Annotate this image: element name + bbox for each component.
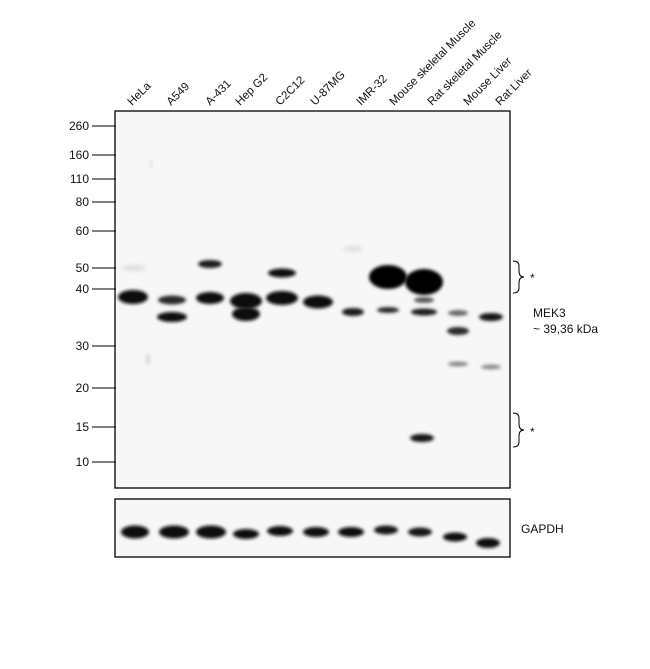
mw-60: 60 — [76, 224, 90, 238]
band-a431-40kda — [196, 292, 224, 304]
band-hela-40kda — [118, 290, 148, 304]
mw-markers: 260 160 110 80 60 50 40 30 20 15 10 — [69, 119, 116, 469]
faint-band — [145, 353, 151, 365]
band-mouse-liver-40kda — [447, 327, 469, 335]
band-rat-liver-low — [481, 364, 501, 370]
faint-band — [343, 246, 363, 252]
band-rat-muscle-mid — [414, 297, 434, 303]
band-c2c12-upper — [268, 268, 296, 278]
band-rat-muscle-upper — [405, 269, 443, 295]
annotations: * MEK3 ~ 39,36 kDa * — [512, 260, 598, 448]
band-mouse-liver-top — [448, 310, 468, 316]
mw-160: 160 — [69, 148, 89, 162]
lane-label-hela: HeLa — [126, 80, 154, 108]
band-a549-lower — [157, 312, 187, 322]
lane-labels: HeLa A549 A-431 Hep G2 C2C12 U-87MG IMR-… — [126, 17, 535, 108]
lane-label-hepg2: Hep G2 — [234, 72, 271, 109]
gapdh-band-rat-muscle — [408, 527, 432, 537]
faint-band — [149, 159, 153, 169]
gapdh-band-mouse-liver — [443, 532, 467, 542]
gapdh-label: GAPDH — [521, 522, 564, 536]
mw-20: 20 — [76, 381, 90, 395]
gapdh-band-hela — [121, 525, 149, 539]
band-rat-muscle-40kda — [411, 308, 437, 316]
gapdh-band-c2c12 — [267, 526, 293, 536]
band-hepg2-lower — [232, 307, 260, 321]
band-a431-upper — [198, 260, 222, 268]
band-u87mg-40kda — [303, 295, 333, 309]
gapdh-band-rat-liver — [476, 538, 500, 548]
asterisk-lower: * — [530, 425, 535, 439]
mw-40: 40 — [76, 282, 90, 296]
gapdh-band-a431 — [196, 525, 226, 539]
asterisk-upper: * — [530, 271, 535, 285]
band-a549-upper — [158, 295, 186, 305]
mw-15: 15 — [76, 420, 90, 434]
mw-260: 260 — [69, 119, 89, 133]
band-mouse-liver-low — [448, 361, 468, 367]
faint-band — [122, 265, 146, 271]
band-rat-muscle-low — [410, 434, 434, 442]
lane-label-imr32: IMR-32 — [355, 73, 390, 108]
lane-label-a431: A-431 — [204, 78, 234, 108]
band-mouse-muscle-40kda — [377, 307, 399, 313]
band-mouse-muscle-upper — [369, 265, 407, 289]
mw-110: 110 — [70, 172, 89, 186]
gapdh-band-mouse-muscle — [374, 525, 398, 535]
gapdh-band-hepg2 — [233, 529, 259, 539]
mw-10: 10 — [76, 455, 90, 469]
lane-label-a549: A549 — [165, 81, 192, 108]
gapdh-blot: GAPDH — [114, 498, 564, 558]
gapdh-band-imr32 — [338, 527, 364, 537]
mw-80: 80 — [76, 195, 90, 209]
nonspecific-bracket-upper — [512, 260, 525, 294]
gapdh-band-a549 — [159, 525, 189, 539]
mw-30: 30 — [76, 339, 90, 353]
band-hepg2-upper — [230, 293, 262, 309]
target-label: MEK3 — [533, 306, 566, 320]
mw-50: 50 — [76, 261, 90, 275]
main-blot — [114, 110, 511, 489]
band-rat-liver-40kda — [479, 313, 503, 321]
target-mw: ~ 39,36 kDa — [533, 322, 598, 336]
nonspecific-bracket-lower — [512, 412, 525, 448]
band-imr32-40kda — [342, 308, 364, 316]
lane-label-c2c12: C2C12 — [274, 74, 308, 108]
lane-label-u87mg: U-87MG — [309, 69, 348, 108]
gapdh-band-u87mg — [303, 527, 329, 537]
band-c2c12-40kda — [266, 291, 298, 305]
